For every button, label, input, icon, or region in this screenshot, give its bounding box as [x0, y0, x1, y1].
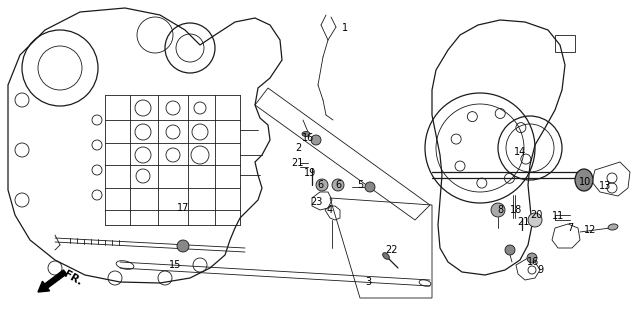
Text: 21: 21: [517, 217, 529, 227]
Text: 3: 3: [365, 277, 371, 287]
FancyArrow shape: [38, 270, 67, 292]
Text: 9: 9: [537, 265, 543, 275]
Text: 13: 13: [599, 181, 611, 191]
Text: 4: 4: [327, 205, 333, 215]
Text: 16: 16: [302, 133, 314, 143]
Text: 23: 23: [310, 197, 322, 207]
Ellipse shape: [575, 169, 593, 191]
Text: 12: 12: [584, 225, 596, 235]
Text: 10: 10: [579, 177, 591, 187]
Text: 21: 21: [291, 158, 303, 168]
Text: 19: 19: [304, 168, 316, 178]
Circle shape: [491, 203, 505, 217]
Circle shape: [365, 182, 375, 192]
Text: 15: 15: [169, 260, 181, 270]
Ellipse shape: [608, 224, 618, 230]
Text: 18: 18: [510, 205, 522, 215]
Text: 7: 7: [567, 223, 573, 233]
Text: 5: 5: [357, 180, 363, 190]
Text: 11: 11: [552, 211, 564, 221]
Text: FR.: FR.: [62, 269, 84, 287]
Ellipse shape: [302, 131, 310, 136]
Circle shape: [528, 213, 542, 227]
Text: 2: 2: [295, 143, 301, 153]
Text: 16: 16: [527, 257, 539, 267]
Ellipse shape: [383, 253, 389, 259]
Circle shape: [505, 245, 515, 255]
Text: 6: 6: [335, 180, 341, 190]
Text: 8: 8: [497, 205, 503, 215]
Text: 14: 14: [514, 147, 526, 157]
Circle shape: [527, 253, 537, 263]
Text: 6: 6: [317, 180, 323, 190]
Circle shape: [316, 179, 328, 191]
Text: 20: 20: [530, 210, 542, 220]
Text: 1: 1: [342, 23, 348, 33]
Circle shape: [177, 240, 189, 252]
Circle shape: [332, 179, 344, 191]
Circle shape: [311, 135, 321, 145]
Text: 17: 17: [177, 203, 189, 213]
Text: 22: 22: [386, 245, 398, 255]
